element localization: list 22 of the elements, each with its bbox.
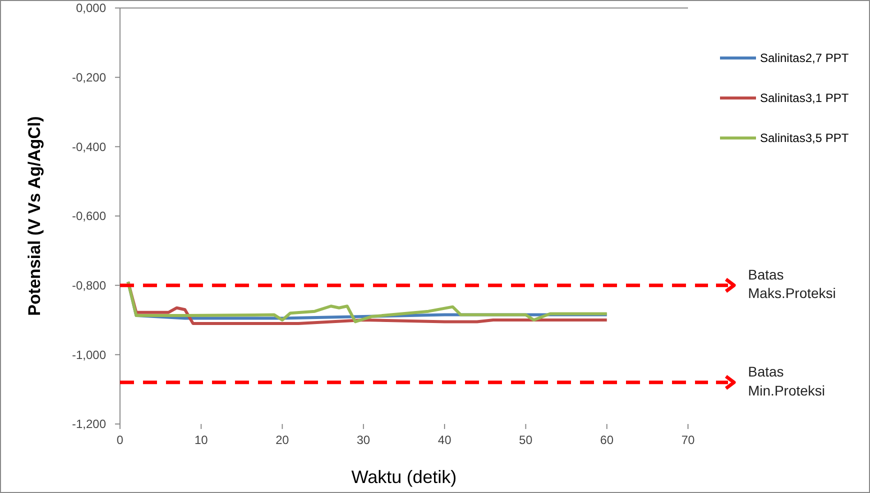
y-tick-label: -0,400 [72,140,106,154]
x-tick-label: 60 [600,433,614,447]
x-tick-label: 40 [438,433,452,447]
y-tick-label: -1,000 [72,348,106,362]
ref-line-label: Batas Maks.Proteksi [748,266,836,302]
legend-label: Salinitas3,1 PPT [760,91,850,106]
y-tick-label: -0,800 [72,278,106,293]
x-tick-label: 70 [681,433,695,447]
y-tick-label: -0,200 [72,70,106,85]
y-axis-title: Potensial (V Vs Ag/AgCl) [25,116,44,316]
y-tick-label: 0,000 [76,1,106,16]
x-tick-label: 30 [356,433,370,447]
legend-label: Salinitas2,7 PPT [760,51,850,66]
x-tick-label: 50 [519,433,533,447]
x-tick-label: 10 [194,433,208,447]
y-tick-label: -1,200 [72,417,106,432]
y-tick-label: -0,600 [72,209,106,224]
ref-line-label: Batas Min.Proteksi [748,363,826,398]
x-tick-label: 20 [276,433,290,447]
x-tick-label: 0 [116,433,124,447]
legend-label: Salinitas3,5 PPT [760,131,850,146]
x-axis-title: Waktu (detik) [351,467,457,487]
